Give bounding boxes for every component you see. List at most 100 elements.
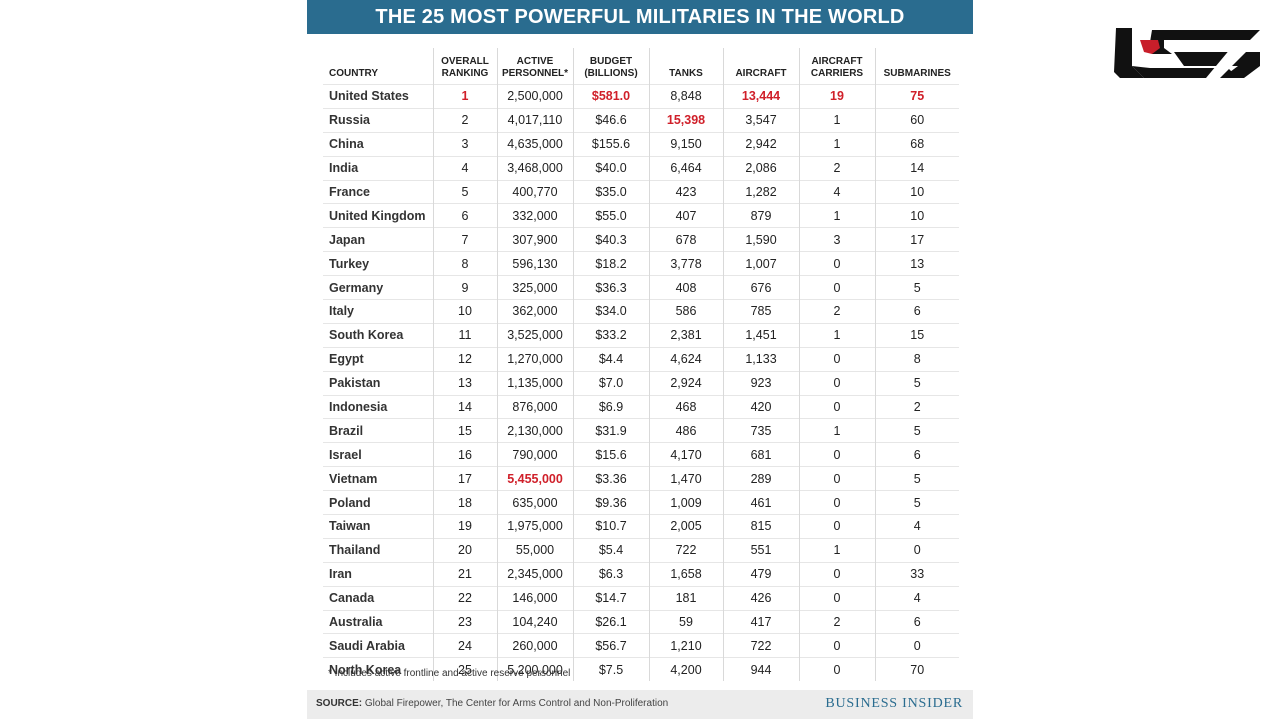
table-cell: $581.0 <box>573 84 650 109</box>
table-cell: 0 <box>799 466 876 491</box>
table-cell: 785 <box>723 299 800 324</box>
table-cell: 17 <box>875 227 959 252</box>
table-cell: 4 <box>799 179 876 204</box>
table-cell: 400,770 <box>497 179 574 204</box>
table-cell: 5,455,000 <box>497 466 574 491</box>
table-cell: 7 <box>433 227 498 252</box>
source-bar: SOURCE: Global Firepower, The Center for… <box>307 690 973 719</box>
table-cell: 4,017,110 <box>497 107 574 133</box>
table-cell: 21 <box>433 561 498 587</box>
table-cell: 676 <box>723 275 800 300</box>
table-cell: 1 <box>433 84 498 109</box>
table-cell: 0 <box>799 657 876 682</box>
table-cell: 486 <box>649 418 724 443</box>
table-row: Vietnam 17 5,455,000 $3.36 1,470 289 0 5 <box>323 466 959 491</box>
site-logo-icon[interactable] <box>1110 22 1262 84</box>
table-cell: $36.3 <box>573 275 650 300</box>
table-cell: 3,778 <box>649 251 724 276</box>
table-cell: 19 <box>799 84 876 109</box>
table-cell: 1,451 <box>723 322 800 348</box>
table-cell: 2 <box>799 609 876 634</box>
table-cell: 4 <box>875 585 959 611</box>
table-cell: 5 <box>875 466 959 491</box>
table-cell: 551 <box>723 537 800 563</box>
source-line: SOURCE: Global Firepower, The Center for… <box>316 698 668 709</box>
table-cell: 307,900 <box>497 227 574 252</box>
country-cell: Germany <box>323 275 434 300</box>
table-cell: 5 <box>875 370 959 396</box>
table-cell: 19 <box>433 514 498 539</box>
table-cell: 5 <box>875 490 959 515</box>
country-cell: Australia <box>323 609 434 634</box>
table-cell: $33.2 <box>573 322 650 348</box>
table-cell: 0 <box>799 275 876 300</box>
table-row: Thailand 20 55,000 $5.4 722 551 1 0 <box>323 537 959 563</box>
table-cell: 181 <box>649 585 724 611</box>
table-cell: 586 <box>649 299 724 324</box>
table-cell: 1,975,000 <box>497 514 574 539</box>
table-cell: 1,658 <box>649 561 724 587</box>
table-cell: $18.2 <box>573 251 650 276</box>
country-cell: Russia <box>323 107 434 133</box>
country-cell: Indonesia <box>323 394 434 419</box>
table-row: Australia 23 104,240 $26.1 59 417 2 6 <box>323 609 959 634</box>
table-cell: 876,000 <box>497 394 574 419</box>
table-cell: 59 <box>649 609 724 634</box>
table-row: Indonesia 14 876,000 $6.9 468 420 0 2 <box>323 394 959 419</box>
table-cell: 24 <box>433 633 498 658</box>
brand-logo-text: BUSINESS INSIDER <box>825 696 963 711</box>
table-cell: 468 <box>649 394 724 419</box>
table-cell: 408 <box>649 275 724 300</box>
table-cell: 0 <box>799 633 876 658</box>
table-cell: 2,005 <box>649 514 724 539</box>
table-cell: $5.4 <box>573 537 650 563</box>
country-cell: Saudi Arabia <box>323 633 434 658</box>
table-cell: 15 <box>875 322 959 348</box>
table-cell: 25 <box>433 657 498 682</box>
table-row: Saudi Arabia 24 260,000 $56.7 1,210 722 0 0 <box>323 633 959 658</box>
table-cell: 3,468,000 <box>497 155 574 181</box>
table-cell: 1 <box>799 418 876 443</box>
country-cell: Japan <box>323 227 434 252</box>
table-row: Iran 21 2,345,000 $6.3 1,658 479 0 33 <box>323 561 959 587</box>
table-cell: 735 <box>723 418 800 443</box>
table-cell: 1,590 <box>723 227 800 252</box>
table-cell: 1,282 <box>723 179 800 204</box>
table-row: Pakistan 13 1,135,000 $7.0 2,924 923 0 5 <box>323 370 959 396</box>
table-cell: 1 <box>799 107 876 133</box>
table-cell: $4.4 <box>573 346 650 372</box>
country-cell: Italy <box>323 299 434 324</box>
table-cell: 678 <box>649 227 724 252</box>
table-cell: 815 <box>723 514 800 539</box>
table-cell: 6 <box>875 609 959 634</box>
table-cell: 1 <box>799 131 876 157</box>
table-row: United States 1 2,500,000 $581.0 8,848 13,444… <box>323 84 959 109</box>
country-cell: Taiwan <box>323 514 434 539</box>
table-cell: 1,270,000 <box>497 346 574 372</box>
table-cell: $26.1 <box>573 609 650 634</box>
column-header: TANKS <box>649 48 724 85</box>
table-cell: $10.7 <box>573 514 650 539</box>
table-cell: $31.9 <box>573 418 650 443</box>
table-row: United Kingdom 6 332,000 $55.0 407 879 1 10 <box>323 203 959 228</box>
country-cell: Canada <box>323 585 434 611</box>
table-cell: $34.0 <box>573 299 650 324</box>
country-cell: Pakistan <box>323 370 434 396</box>
table-cell: 2,924 <box>649 370 724 396</box>
table-cell: 6,464 <box>649 155 724 181</box>
table-cell: 10 <box>433 299 498 324</box>
table-cell: 2 <box>433 107 498 133</box>
table-cell: 1,133 <box>723 346 800 372</box>
infographic: THE 25 MOST POWERFUL MILITARIES IN THE W… <box>307 0 973 719</box>
title-bar: THE 25 MOST POWERFUL MILITARIES IN THE W… <box>307 0 973 34</box>
table-row: Poland 18 635,000 $9.36 1,009 461 0 5 <box>323 490 959 515</box>
table-cell: 1 <box>799 203 876 228</box>
table-row: India 4 3,468,000 $40.0 6,464 2,086 2 14 <box>323 155 959 181</box>
table-row: South Korea 11 3,525,000 $33.2 2,381 1,451 1 15 <box>323 322 959 348</box>
table-cell: 0 <box>799 370 876 396</box>
table-cell: 362,000 <box>497 299 574 324</box>
country-cell: Poland <box>323 490 434 515</box>
table-cell: 0 <box>799 585 876 611</box>
table-cell: 14 <box>875 155 959 181</box>
country-cell: Turkey <box>323 251 434 276</box>
